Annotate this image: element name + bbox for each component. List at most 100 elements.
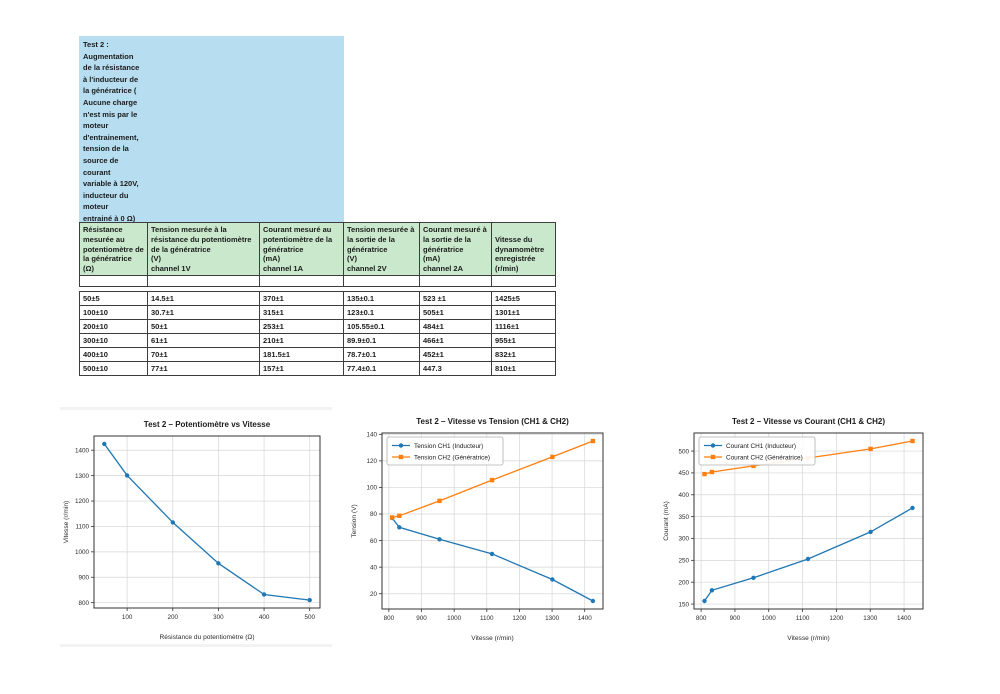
table-row: 200±10 50±1 253±1 105.55±0.1 484±1 1116±1 (79, 318, 556, 334)
table-cell: 30.7±1 (147, 304, 260, 320)
svg-text:100: 100 (122, 614, 133, 621)
table-cell: 466±1 (419, 332, 492, 348)
table-cell: 89.9±0.1 (343, 332, 420, 348)
table-row: 50±5 14.5±1 370±1 135±0.1 523 ±1 1425±5 (79, 290, 556, 306)
potentiometre-vs-vitesse-figure: 100 200 300 400 500 800 900 1000 1100 1200 1300 140… (60, 407, 332, 647)
table-row: 100±10 30.7±1 315±1 123±0.1 505±1 1301±1 (79, 304, 556, 320)
table-cell: 955±1 (491, 332, 556, 348)
table-cell: 315±1 (259, 304, 344, 320)
table-cell: 50±1 (147, 318, 260, 334)
svg-text:Vitesse (r/min): Vitesse (r/min) (787, 635, 829, 642)
test2-note-box: Test 2 : Augmentation de la résistance à… (79, 36, 344, 223)
svg-text:900: 900 (416, 615, 427, 622)
test2-note-text: Test 2 : Augmentation de la résistance à… (83, 40, 140, 223)
svg-text:1100: 1100 (796, 615, 810, 622)
header-cell-tension-ch2: Tension mesurée à la sortie de la généra… (343, 222, 420, 276)
header-row: Résistance mesurée au potentiomètre de l… (79, 222, 556, 276)
svg-text:Test 2 – Potentiomètre vs Vite: Test 2 – Potentiomètre vs Vitesse (144, 420, 271, 429)
svg-text:250: 250 (678, 558, 689, 565)
table-cell: 1301±1 (491, 304, 556, 320)
table-cell: 810±1 (491, 360, 556, 376)
table-row: 400±10 70±1 181.5±1 78.7±0.1 452±1 832±1 (79, 346, 556, 362)
header-cell-courant-ch2: Courant mesuré à la sortie de la générat… (419, 222, 492, 276)
svg-text:Courant (mA): Courant (mA) (663, 501, 670, 541)
svg-text:450: 450 (678, 470, 689, 477)
vitesse-vs-courant-figure: 800 900 1000 1100 1200 1300 1400 150 200 250 300 35… (660, 407, 935, 645)
table-cell: 78.7±0.1 (343, 346, 420, 362)
measurement-table-section: Résistance mesurée au potentiomètre de l… (79, 222, 556, 376)
svg-text:800: 800 (696, 615, 707, 622)
svg-text:1400: 1400 (75, 447, 90, 454)
svg-text:100: 100 (366, 485, 377, 492)
svg-text:150: 150 (678, 601, 689, 608)
svg-text:140: 140 (366, 432, 377, 439)
empty-row (79, 274, 556, 287)
svg-text:500: 500 (678, 448, 689, 455)
svg-text:1200: 1200 (75, 498, 90, 505)
table-row: 300±10 61±1 210±1 89.9±0.1 466±1 955±1 (79, 332, 556, 348)
table-cell: 14.5±1 (147, 290, 260, 306)
svg-text:1400: 1400 (578, 615, 593, 622)
svg-text:Vitesse (r/min): Vitesse (r/min) (471, 635, 513, 642)
svg-text:900: 900 (730, 615, 741, 622)
svg-text:Tension (V): Tension (V) (351, 504, 358, 537)
table-cell: 77.4±0.1 (343, 360, 420, 376)
svg-text:80: 80 (370, 511, 378, 518)
svg-text:Test 2 – Vitesse vs Tension (C: Test 2 – Vitesse vs Tension (CH1 & CH2) (416, 417, 569, 426)
svg-text:800: 800 (78, 600, 89, 607)
svg-text:Tension CH2 (Génératrice): Tension CH2 (Génératrice) (414, 454, 490, 461)
table-cell: 505±1 (419, 304, 492, 320)
table-cell: 523 ±1 (419, 290, 492, 306)
table-row: 500±10 77±1 157±1 77.4±0.1 447.3 810±1 (79, 360, 556, 376)
header-cell-vitesse: Vitesse du dynamomètre enregistrée (r/mi… (491, 222, 556, 276)
svg-text:Courant CH2 (Génératrice): Courant CH2 (Génératrice) (726, 454, 803, 461)
table-cell: 500±10 (79, 360, 148, 376)
table-cell: 135±0.1 (343, 290, 420, 306)
measurement-table-data: 50±5 14.5±1 370±1 135±0.1 523 ±1 1425±5 100±10… (79, 290, 556, 376)
header-cell-resistance: Résistance mesurée au potentiomètre de l… (79, 222, 148, 276)
svg-text:120: 120 (366, 458, 377, 465)
table-cell: 300±10 (79, 332, 148, 348)
svg-text:800: 800 (384, 615, 395, 622)
svg-text:1000: 1000 (762, 615, 777, 622)
svg-text:1200: 1200 (512, 615, 527, 622)
vitesse-vs-tension-chart: 800 900 1000 1100 1200 1300 1400 20 40 60 80 100 120… (351, 417, 604, 642)
svg-text:1100: 1100 (75, 524, 89, 531)
svg-text:1000: 1000 (75, 549, 90, 556)
table-cell: 123±0.1 (343, 304, 420, 320)
svg-text:20: 20 (370, 591, 378, 598)
table-cell: 370±1 (259, 290, 344, 306)
header-cell-courant-ch1: Courant mesuré au potentiomètre de la gé… (259, 222, 344, 276)
svg-text:1000: 1000 (447, 615, 462, 622)
svg-text:1200: 1200 (829, 615, 844, 622)
table-cell: 400±10 (79, 346, 148, 362)
svg-text:200: 200 (167, 614, 178, 621)
svg-text:200: 200 (678, 579, 689, 586)
svg-text:400: 400 (678, 492, 689, 499)
vitesse-vs-courant-chart: 800 900 1000 1100 1200 1300 1400 150 200 250 300 35… (663, 417, 924, 642)
vitesse-vs-tension-figure: 800 900 1000 1100 1200 1300 1400 20 40 60 80 100 120… (348, 407, 615, 645)
svg-text:1300: 1300 (863, 615, 878, 622)
svg-text:300: 300 (678, 536, 689, 543)
svg-text:900: 900 (78, 574, 89, 581)
measurement-table-header: Résistance mesurée au potentiomètre de l… (79, 222, 556, 287)
table-cell: 253±1 (259, 318, 344, 334)
table-cell: 200±10 (79, 318, 148, 334)
svg-text:1400: 1400 (897, 615, 912, 622)
table-cell: 1116±1 (491, 318, 556, 334)
table-cell: 105.55±0.1 (343, 318, 420, 334)
svg-text:Vitesse (r/min): Vitesse (r/min) (63, 501, 70, 543)
svg-text:1100: 1100 (480, 615, 494, 622)
table-cell: 70±1 (147, 346, 260, 362)
table-cell: 832±1 (491, 346, 556, 362)
table-cell: 50±5 (79, 290, 148, 306)
table-cell: 61±1 (147, 332, 260, 348)
svg-text:Courant CH1 (Inducteur): Courant CH1 (Inducteur) (726, 443, 796, 450)
svg-text:500: 500 (304, 614, 315, 621)
table-cell: 100±10 (79, 304, 148, 320)
svg-text:Test 2 – Vitesse vs Courant (C: Test 2 – Vitesse vs Courant (CH1 & CH2) (732, 417, 885, 426)
svg-text:60: 60 (370, 538, 378, 545)
potentiometre-vs-vitesse-chart: 100 200 300 400 500 800 900 1000 1100 1200 1300 140… (63, 420, 321, 641)
svg-text:Résistance du potentiomètre (Ω: Résistance du potentiomètre (Ω) (159, 634, 254, 641)
